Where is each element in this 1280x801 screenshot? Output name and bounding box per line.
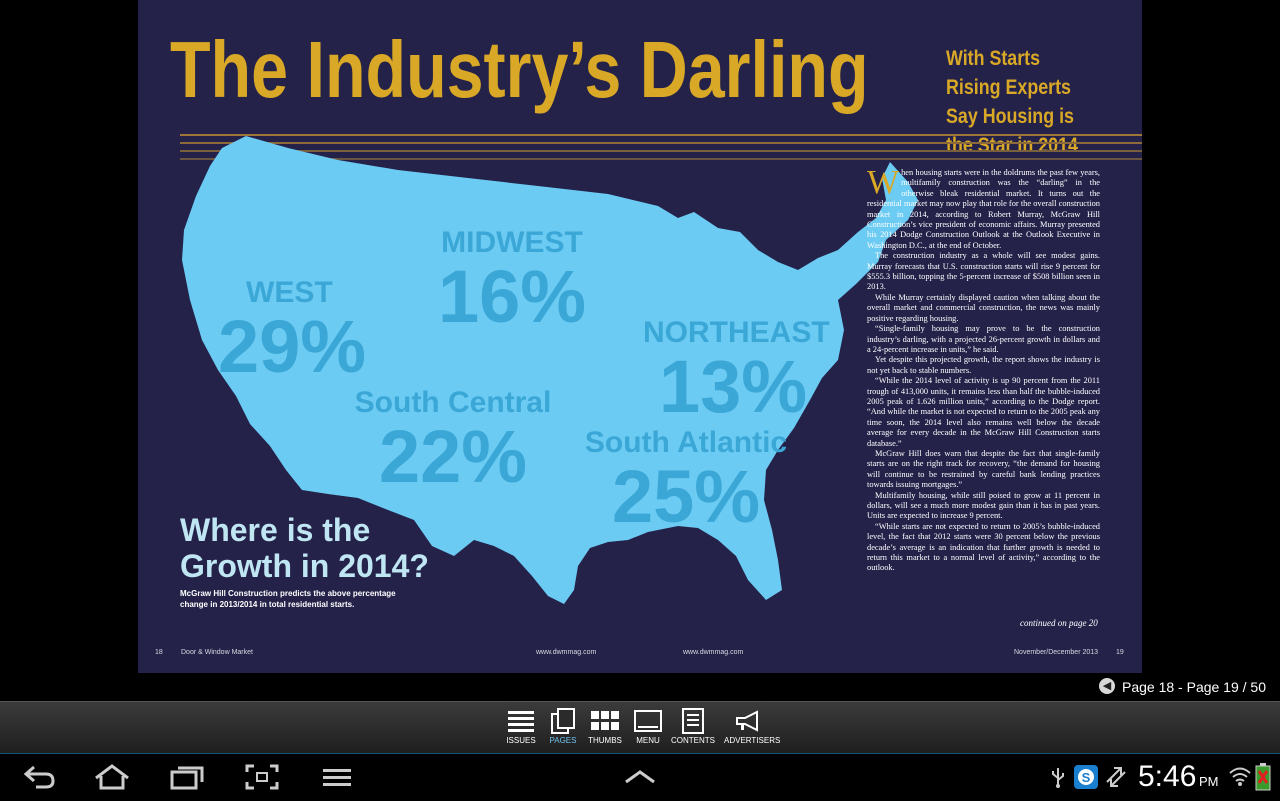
region-midwest: MIDWEST 16% bbox=[434, 226, 590, 334]
sync-icon bbox=[1104, 766, 1128, 793]
region-west: WEST 29% bbox=[202, 276, 382, 384]
us-map bbox=[182, 136, 918, 604]
region-south-atlantic: South Atlantic 25% bbox=[576, 426, 796, 534]
tab-pages[interactable]: PAGES bbox=[538, 708, 588, 745]
article-paragraph: “While the 2014 level of activity is up … bbox=[867, 376, 1100, 448]
tab-label: CONTENTS bbox=[671, 736, 715, 745]
region-name: South Atlantic bbox=[584, 426, 788, 459]
article-paragraph: The construction industry as a whole wil… bbox=[867, 251, 1100, 292]
chevron-up-icon[interactable] bbox=[624, 764, 656, 795]
tab-label: THUMBS bbox=[588, 736, 622, 745]
article-paragraph: While Murray certainly displayed caution… bbox=[867, 292, 1100, 323]
article-paragraph: McGraw Hill does warn that despite the f… bbox=[867, 448, 1100, 490]
footer-left-mag: Door & Window Market bbox=[181, 649, 253, 656]
footer-right-url: www.dwmmag.com bbox=[683, 649, 744, 656]
contents-icon bbox=[668, 708, 718, 734]
advertisers-icon bbox=[724, 708, 774, 734]
article-title: The Industry’s Darling bbox=[170, 25, 869, 114]
tab-thumbs[interactable]: THUMBS bbox=[580, 708, 630, 745]
issues-icon bbox=[496, 708, 546, 734]
region-percent: 22% bbox=[378, 415, 528, 498]
article-subtitle: With Starts Rising Experts Say Housing i… bbox=[946, 47, 1078, 157]
footer-left-url: www.dwmmag.com bbox=[536, 649, 597, 656]
growth-heading: Where is the Growth in 2014? bbox=[180, 512, 429, 584]
region-name: MIDWEST bbox=[441, 226, 583, 259]
back-icon[interactable] bbox=[22, 764, 56, 795]
thumbs-icon bbox=[580, 708, 630, 734]
viewer-toolbar: ISSUES PAGES THUMBS MENU CONTENTS ADVERT… bbox=[0, 701, 1280, 754]
article-paragraph: Multifamily housing, while still poised … bbox=[867, 490, 1100, 521]
region-percent: 29% bbox=[217, 305, 367, 388]
page-indicator-bar: Page 18 - Page 19 / 50 bbox=[0, 673, 1280, 701]
region-percent: 25% bbox=[611, 455, 761, 538]
tab-advertisers[interactable]: ADVERTISERS bbox=[724, 708, 781, 745]
footer-right-page: 19 bbox=[1116, 649, 1124, 656]
screenshot-icon[interactable] bbox=[245, 764, 279, 795]
article-paragraph: “While starts are not expected to return… bbox=[867, 521, 1100, 573]
tab-menu[interactable]: MENU bbox=[623, 708, 673, 745]
tab-label: ISSUES bbox=[506, 736, 536, 745]
tab-contents[interactable]: CONTENTS bbox=[668, 708, 718, 745]
region-name: NORTHEAST bbox=[643, 316, 830, 349]
tab-label: ADVERTISERS bbox=[724, 736, 781, 745]
tab-issues[interactable]: ISSUES bbox=[496, 708, 546, 745]
previous-page-icon[interactable]: ◀ bbox=[1099, 678, 1115, 694]
region-south-central: South Central 22% bbox=[348, 386, 558, 494]
clock-time: 5:46 bbox=[1138, 760, 1197, 793]
svg-text:S: S bbox=[1082, 770, 1091, 785]
recent-apps-icon[interactable] bbox=[170, 764, 206, 795]
wifi-icon bbox=[1228, 765, 1252, 792]
menu-icon bbox=[623, 708, 673, 734]
tab-label: PAGES bbox=[549, 736, 577, 745]
continued-note: continued on page 20 bbox=[1020, 618, 1098, 628]
region-percent: 16% bbox=[437, 255, 587, 338]
region-percent: 13% bbox=[658, 345, 808, 428]
home-icon[interactable] bbox=[92, 764, 132, 795]
tab-label: MENU bbox=[636, 736, 660, 745]
clock-ampm: PM bbox=[1199, 774, 1219, 789]
magazine-spread[interactable]: The Industry’s Darling With Starts Risin… bbox=[138, 0, 1142, 673]
region-northeast: NORTHEAST 13% bbox=[643, 316, 830, 428]
footer-left-page: 18 bbox=[155, 649, 163, 656]
footer-right-date: November/December 2013 bbox=[1014, 649, 1099, 656]
page-indicator: Page 18 - Page 19 / 50 bbox=[1122, 679, 1266, 695]
article-paragraph: Yet despite this projected growth, the r… bbox=[867, 355, 1100, 375]
drop-cap: W bbox=[867, 164, 900, 201]
usb-icon bbox=[1050, 766, 1066, 793]
overflow-menu-icon[interactable] bbox=[322, 764, 352, 795]
battery-icon bbox=[1255, 763, 1271, 796]
system-nav-bar: S 5:46 PM bbox=[0, 753, 1280, 801]
article-paragraph: “Single-family housing may prove to be t… bbox=[867, 324, 1100, 354]
region-name: WEST bbox=[246, 276, 333, 309]
decorative-stripes bbox=[180, 134, 1142, 162]
pages-icon bbox=[538, 708, 588, 734]
region-name: South Central bbox=[354, 386, 552, 419]
skype-icon: S bbox=[1074, 765, 1098, 794]
growth-caption: McGraw Hill Construction predicts the ab… bbox=[180, 589, 396, 609]
article-paragraph-text: hen housing starts were in the doldrums … bbox=[867, 168, 1100, 250]
